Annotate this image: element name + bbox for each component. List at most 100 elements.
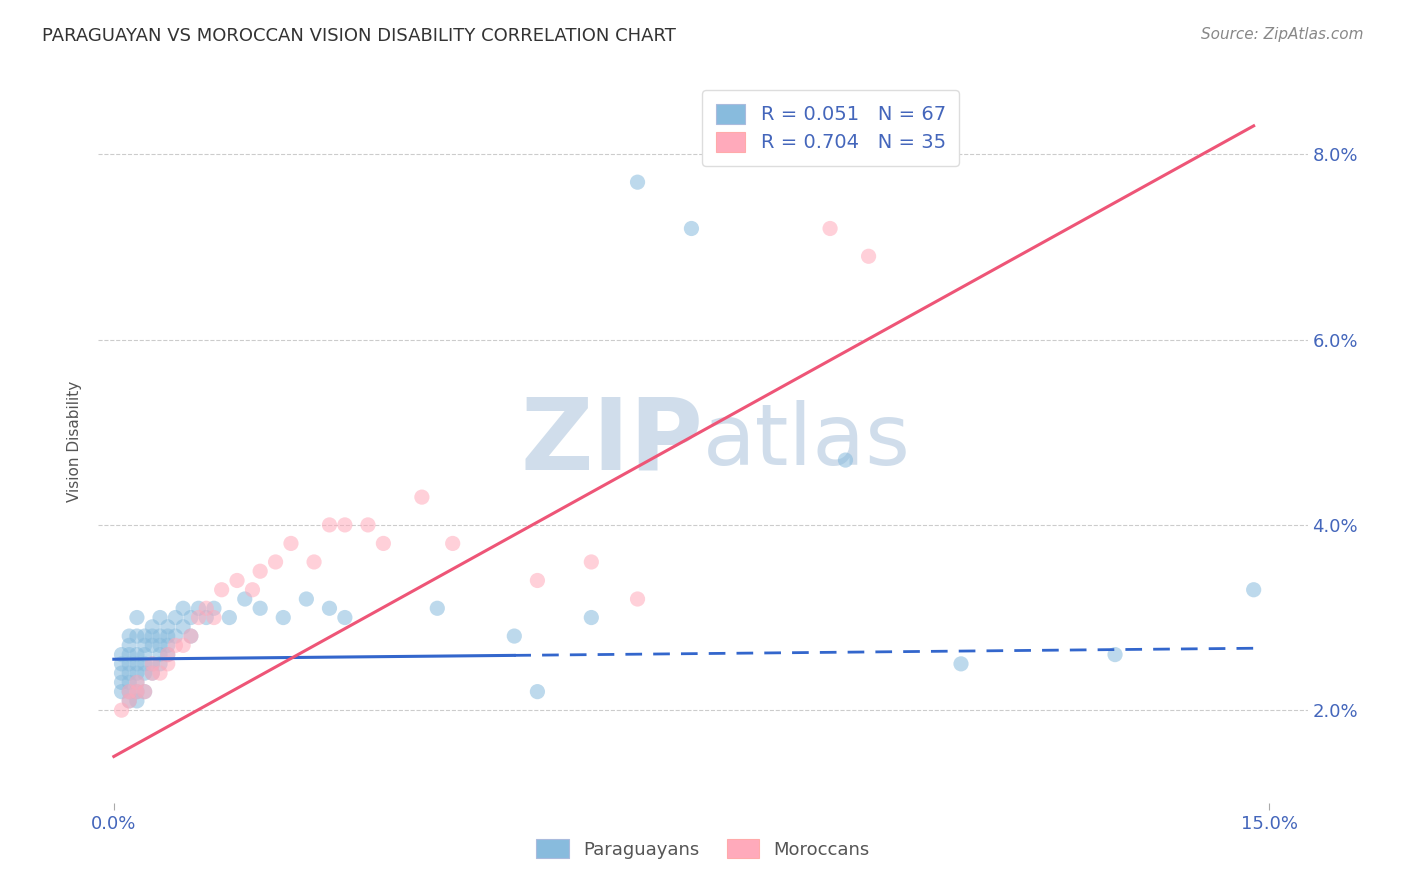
Point <box>134 657 156 671</box>
Point <box>165 610 187 624</box>
Point <box>1104 648 1126 662</box>
Point <box>357 517 380 532</box>
Point <box>264 555 287 569</box>
Point <box>211 582 233 597</box>
Point <box>156 657 179 671</box>
Point <box>503 629 526 643</box>
Point <box>125 694 148 708</box>
Point <box>125 657 148 671</box>
Point <box>195 601 218 615</box>
Point <box>187 610 209 624</box>
Point <box>581 610 603 624</box>
Point <box>950 657 973 671</box>
Point <box>626 592 648 607</box>
Point <box>110 648 132 662</box>
Point <box>134 684 156 698</box>
Point <box>172 620 194 634</box>
Point <box>526 684 548 698</box>
Point <box>118 638 141 652</box>
Point <box>134 666 156 681</box>
Point <box>149 657 172 671</box>
Text: ZIP: ZIP <box>520 393 703 490</box>
Point <box>441 536 464 550</box>
Point <box>110 684 132 698</box>
Point <box>125 666 148 681</box>
Point <box>125 629 148 643</box>
Point <box>134 638 156 652</box>
Text: Source: ZipAtlas.com: Source: ZipAtlas.com <box>1201 27 1364 42</box>
Point <box>195 610 218 624</box>
Point <box>218 610 240 624</box>
Point <box>280 536 302 550</box>
Point <box>118 684 141 698</box>
Point <box>249 564 271 578</box>
Point <box>172 601 194 615</box>
Point <box>172 638 194 652</box>
Point <box>118 694 141 708</box>
Point <box>149 648 172 662</box>
Point <box>333 610 356 624</box>
Point <box>156 648 179 662</box>
Point <box>333 517 356 532</box>
Point <box>165 638 187 652</box>
Point <box>141 666 163 681</box>
Point <box>373 536 395 550</box>
Point <box>249 601 271 615</box>
Point <box>118 684 141 698</box>
Point <box>110 666 132 681</box>
Point <box>295 592 318 607</box>
Point <box>818 221 841 235</box>
Y-axis label: Vision Disability: Vision Disability <box>67 381 83 502</box>
Point <box>125 675 148 690</box>
Point <box>118 657 141 671</box>
Point <box>141 638 163 652</box>
Point <box>681 221 703 235</box>
Point <box>233 592 256 607</box>
Point <box>180 610 202 624</box>
Point <box>858 249 880 263</box>
Point <box>141 629 163 643</box>
Point <box>125 684 148 698</box>
Point <box>141 620 163 634</box>
Point <box>141 657 163 671</box>
Point <box>626 175 648 189</box>
Point <box>165 629 187 643</box>
Point <box>125 684 148 698</box>
Point <box>118 675 141 690</box>
Point <box>156 638 179 652</box>
Text: atlas: atlas <box>703 400 911 483</box>
Point <box>318 517 340 532</box>
Legend: Paraguayans, Moroccans: Paraguayans, Moroccans <box>529 832 877 866</box>
Point <box>526 574 548 588</box>
Point <box>141 657 163 671</box>
Point <box>156 648 179 662</box>
Point <box>141 666 163 681</box>
Text: PARAGUAYAN VS MOROCCAN VISION DISABILITY CORRELATION CHART: PARAGUAYAN VS MOROCCAN VISION DISABILITY… <box>42 27 676 45</box>
Point <box>834 453 856 467</box>
Point <box>118 648 141 662</box>
Point <box>134 684 156 698</box>
Point <box>426 601 449 615</box>
Point <box>110 675 132 690</box>
Point <box>125 675 148 690</box>
Point <box>202 601 225 615</box>
Point <box>302 555 325 569</box>
Point <box>110 657 132 671</box>
Point <box>134 629 156 643</box>
Point <box>411 490 433 504</box>
Point <box>125 648 148 662</box>
Point <box>118 666 141 681</box>
Point <box>118 629 141 643</box>
Point <box>134 648 156 662</box>
Point <box>156 629 179 643</box>
Point <box>202 610 225 624</box>
Point <box>187 601 209 615</box>
Point <box>149 666 172 681</box>
Point <box>581 555 603 569</box>
Point <box>226 574 249 588</box>
Point <box>125 610 148 624</box>
Point <box>149 610 172 624</box>
Point <box>318 601 340 615</box>
Point <box>118 694 141 708</box>
Point <box>242 582 264 597</box>
